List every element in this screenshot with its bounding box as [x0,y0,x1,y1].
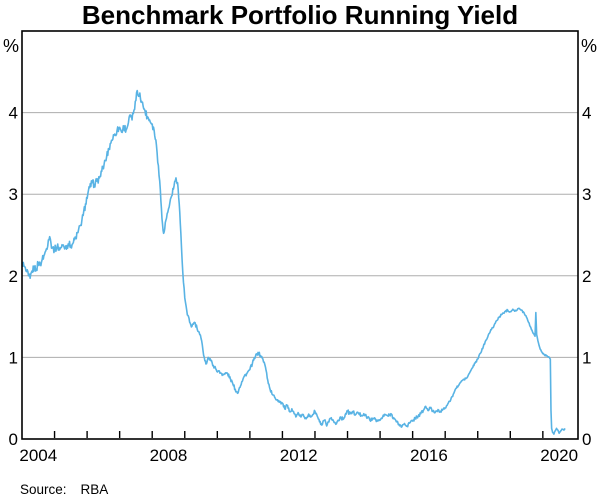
source-note: Source: RBA [20,482,108,497]
source-value: RBA [80,482,109,497]
x-axis-label: 2012 [280,446,318,465]
x-axis-label: 2016 [410,446,448,465]
source-label: Source: [20,482,67,497]
x-axis-label: 2004 [19,446,57,465]
y-axis-label-left: 0 [9,430,18,449]
x-axis-label: 2008 [150,446,188,465]
series-line [22,89,566,435]
right-percent-label: % [581,36,597,56]
y-axis-label-right: 1 [582,348,591,367]
x-axis-label: 2020 [540,446,578,465]
y-axis-label-right: 3 [582,185,591,204]
left-percent-label: % [3,36,19,56]
plot-border [21,30,579,440]
y-axis-label-left: 3 [9,185,18,204]
y-axis-label-right: 4 [582,104,591,123]
y-axis-label-left: 2 [9,267,18,286]
y-axis-label-right: 2 [582,267,591,286]
y-axis-label-right: 0 [582,430,591,449]
chart-title: Benchmark Portfolio Running Yield [81,0,519,30]
y-axis-label-left: 1 [9,348,18,367]
y-axis-label-left: 4 [9,104,18,123]
